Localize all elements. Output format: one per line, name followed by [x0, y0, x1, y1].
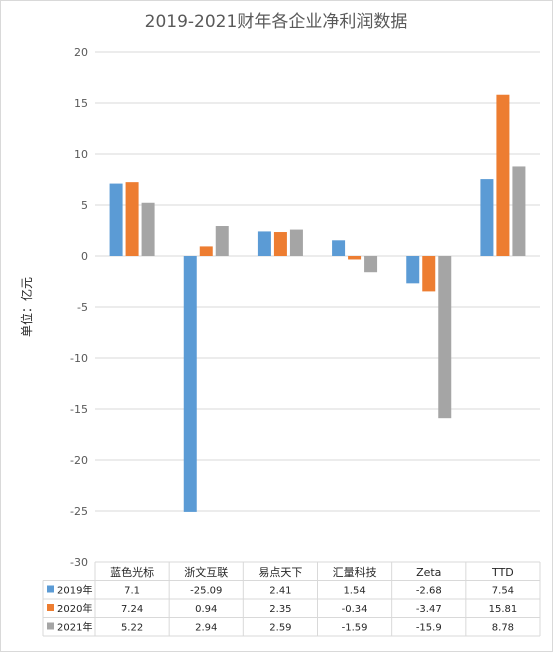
bar-3-4: [364, 256, 378, 273]
bar-3-5: [438, 256, 452, 419]
bar-3-1: [141, 202, 155, 256]
y-tick-label: -15: [70, 403, 88, 416]
legend-swatch-1: [47, 585, 54, 593]
x-category-label: 汇量科技: [333, 565, 377, 579]
table-value: -2.68: [416, 586, 442, 597]
table-value: -1.59: [342, 623, 368, 634]
table-value: 7.54: [492, 586, 514, 597]
bar-2-2: [199, 246, 213, 256]
table-value: -0.34: [342, 604, 368, 615]
bar-1-6: [480, 179, 494, 256]
bar-3-2: [215, 226, 229, 256]
legend-label: 2019年: [57, 584, 92, 597]
bar-1-1: [109, 183, 123, 256]
table-value: 7.24: [121, 604, 143, 615]
legend-swatch-3: [47, 622, 54, 630]
legend-label: 2020年: [57, 602, 92, 615]
x-category-label: Zeta: [416, 566, 441, 579]
table-value: 2.41: [269, 586, 291, 597]
table-value: -25.09: [190, 586, 222, 597]
x-category-label: 浙文互联: [184, 565, 228, 579]
y-tick-label: -30: [70, 556, 88, 569]
table-value: 15.81: [489, 604, 518, 615]
table-value: 8.78: [492, 623, 514, 634]
bar-1-4: [332, 240, 346, 256]
y-tick-label: 0: [81, 250, 88, 263]
legend-swatch-2: [47, 604, 54, 611]
chart-title: 2019-2021财年各企业净利润数据: [145, 12, 408, 32]
table-value: 7.1: [124, 586, 140, 597]
bar-2-4: [348, 256, 362, 260]
x-category-label: 蓝色光标: [110, 565, 154, 579]
y-tick-label: 15: [74, 97, 88, 110]
y-tick-label: -20: [70, 454, 88, 467]
legend-label: 2021年: [57, 621, 92, 634]
table-value: 2.94: [195, 623, 217, 634]
y-tick-label: 10: [74, 148, 88, 161]
table-value: -15.9: [416, 623, 442, 634]
bar-2-3: [273, 232, 287, 256]
table-value: 5.22: [121, 623, 143, 634]
y-tick-label: -5: [77, 301, 88, 314]
table-value: 2.59: [269, 623, 291, 634]
table-value: 2.35: [269, 604, 291, 615]
bar-2-6: [496, 94, 510, 256]
bar-1-5: [406, 256, 420, 284]
y-axis-label: 单位：亿元: [19, 277, 34, 337]
bar-3-3: [289, 229, 303, 256]
x-category-label: 易点天下: [258, 566, 302, 579]
bar-1-3: [257, 231, 271, 256]
bar-1-2: [183, 256, 197, 512]
y-tick-label: 20: [74, 46, 88, 59]
y-tick-label: -25: [70, 505, 88, 518]
bar-3-6: [512, 166, 526, 256]
table-value: -3.47: [416, 604, 442, 615]
table-value: 0.94: [195, 604, 217, 615]
table-value: 1.54: [343, 586, 365, 597]
x-category-label: TTD: [491, 566, 514, 579]
bar-2-1: [125, 182, 139, 256]
bar-2-5: [422, 256, 436, 292]
y-tick-label: 5: [81, 199, 88, 212]
y-tick-label: -10: [70, 352, 88, 365]
